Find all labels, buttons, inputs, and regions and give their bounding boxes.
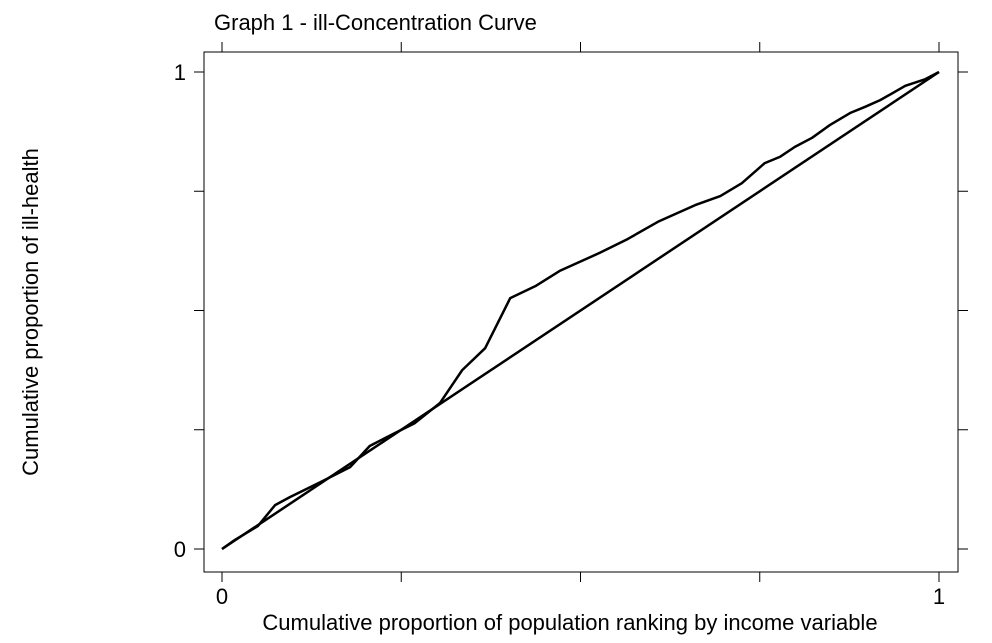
line-series bbox=[221, 70, 940, 551]
x-tick-label: 0 bbox=[216, 584, 228, 609]
plot-frame bbox=[203, 51, 959, 573]
chart-title: Graph 1 - ill-Concentration Curve bbox=[214, 10, 537, 35]
y-tick-label: 0 bbox=[174, 537, 186, 562]
y-axis-label: Cumulative proportion of ill-health bbox=[18, 148, 43, 476]
x-tick-label: 1 bbox=[933, 584, 945, 609]
x-axis-label: Cumulative proportion of population rank… bbox=[262, 610, 877, 635]
y-tick-label: 1 bbox=[174, 60, 186, 85]
